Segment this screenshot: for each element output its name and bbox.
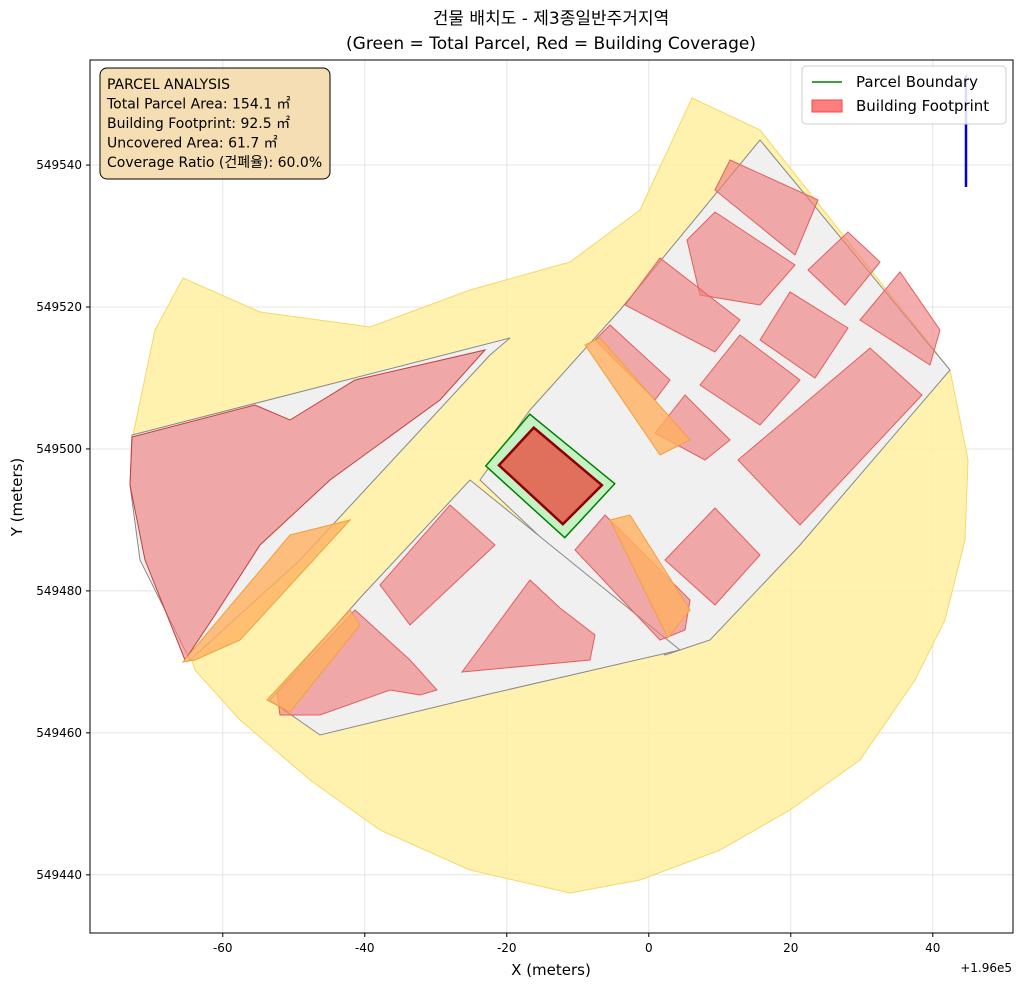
legend-frame (801, 65, 1007, 125)
x-tick-label: 0 (645, 941, 653, 955)
context-map (129, 75, 969, 894)
context-strips (181, 337, 691, 713)
context-building (624, 257, 741, 353)
x-tick-label: -20 (497, 941, 517, 955)
y-axis-label: Y (meters) (8, 458, 26, 538)
parcel-shapes (484, 413, 616, 539)
ticks: -60 -40 -20 0 20 40 549440 549460 549480 549500 54… (36, 158, 940, 955)
annotation-line: PARCEL ANALYSIS (107, 77, 230, 93)
x-tick-label: -60 (213, 941, 233, 955)
context-building (379, 504, 496, 626)
x-tick-label: 20 (783, 941, 798, 955)
annotation-frame (99, 67, 331, 180)
context-building (759, 291, 849, 379)
context-strip (181, 519, 352, 663)
context-building (699, 334, 801, 426)
annotation-line: Building Footprint: 92.5 ㎡ (107, 116, 290, 132)
annotation-line: Uncovered Area: 61.7 ㎡ (107, 136, 278, 152)
chart-title: 건물 배치도 - 제3종일반주거지역 (433, 9, 669, 29)
y-tick-label: 549480 (36, 584, 82, 598)
annotation-line: Total Parcel Area: 154.1 ㎡ (106, 97, 291, 113)
legend: Parcel Boundary Building Footprint (801, 65, 1007, 125)
context-strip (584, 337, 691, 456)
context-building (859, 271, 941, 366)
x-axis-label: X (meters) (511, 961, 591, 979)
parcel-polygon (497, 425, 604, 526)
x-tick-label: -40 (355, 941, 375, 955)
y-tick-label: 549540 (36, 158, 82, 172)
context-buildings (276, 159, 941, 716)
context-building (807, 231, 881, 306)
plot-frame (89, 59, 1014, 934)
y-tick-label: 549440 (36, 868, 82, 882)
context-strip (609, 514, 691, 639)
x-tick-label: 40 (925, 941, 940, 955)
x-offset-label: +1.96e5 (960, 961, 1012, 975)
y-tick-label: 549460 (36, 726, 82, 740)
chart-subtitle: (Green = Total Parcel, Red = Building Co… (346, 34, 756, 54)
legend-swatch (811, 99, 843, 113)
context-building (714, 159, 819, 256)
y-tick-label: 549500 (36, 442, 82, 456)
context-building (664, 507, 761, 606)
legend-label: Building Footprint (856, 97, 989, 115)
context-building (737, 347, 923, 526)
context-building (654, 394, 731, 461)
context-building (460, 579, 596, 673)
legend-label: Parcel Boundary (856, 73, 978, 91)
annotation-box: PARCEL ANALYSIS Total Parcel Area: 154.1 … (99, 67, 331, 180)
y-tick-label: 549520 (36, 300, 82, 314)
annotation-line: Coverage Ratio (건폐율): 60.0% (107, 155, 322, 171)
context-building (276, 609, 438, 716)
context-strip (266, 609, 361, 713)
context-building (129, 349, 487, 662)
context-building (686, 211, 796, 306)
annotation-lines: PARCEL ANALYSIS Total Parcel Area: 154.1 … (106, 77, 322, 171)
